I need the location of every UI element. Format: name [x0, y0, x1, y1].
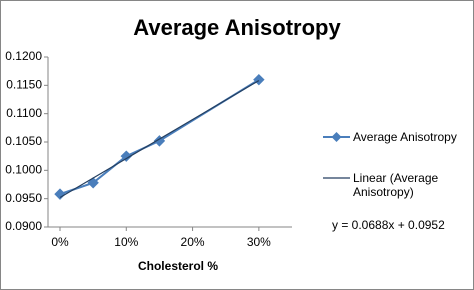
- y-tick-label: 0.0950: [5, 191, 42, 205]
- legend-marker: [331, 132, 342, 142]
- series-line: [59, 80, 260, 199]
- data-point: [120, 150, 132, 162]
- y-tick-label: 0.1150: [6, 78, 42, 92]
- x-tick-label: 0%: [51, 235, 69, 249]
- x-tick-label: 30%: [247, 235, 271, 249]
- data-point: [253, 73, 265, 86]
- equation: y = 0.0688x + 0.0952: [332, 218, 445, 232]
- legend-label: Average Anisotropy: [353, 130, 457, 144]
- y-tick-label: 0.1000: [5, 163, 42, 177]
- y-tick-label: 0.1050: [5, 134, 42, 148]
- x-axis-label: Cholesterol %: [138, 259, 218, 273]
- legend-label: Linear (Average Anisotropy): [353, 171, 439, 199]
- y-tick-label: 0.1200: [5, 49, 42, 63]
- y-tick-label: 0.0900: [5, 219, 42, 233]
- data-point: [153, 135, 166, 147]
- x-tick-label: 20%: [181, 235, 205, 249]
- data-point: [87, 177, 99, 189]
- x-tick-label: 10%: [114, 235, 138, 249]
- chart-title: Average Anisotropy: [133, 15, 341, 40]
- y-tick-label: 0.1100: [6, 106, 42, 120]
